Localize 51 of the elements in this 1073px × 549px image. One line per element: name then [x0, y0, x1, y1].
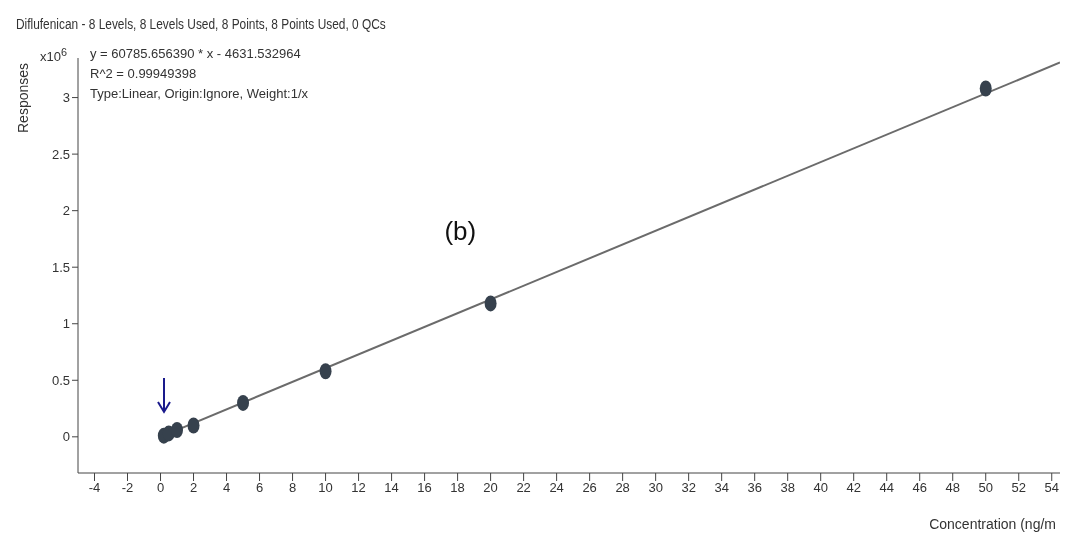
x-tick-label: 28	[615, 480, 630, 496]
y-axis-title: Responses	[14, 62, 31, 133]
x-tick-label: 50	[978, 480, 993, 496]
point	[979, 80, 992, 97]
annotation: y = 60785.656390 * x - 4631.532964	[90, 46, 301, 61]
annotation: (b)	[444, 216, 477, 248]
x-tick-label: 52	[1011, 480, 1026, 496]
x-tick-label: 34	[714, 480, 729, 496]
x-tick-label: 8	[288, 480, 297, 496]
x-tick-label: 30	[648, 480, 663, 496]
point	[319, 363, 332, 380]
x-tick-label: 38	[780, 480, 795, 496]
x-tick-label: -2	[121, 480, 134, 496]
x-tick-label: 42	[846, 480, 861, 496]
x-tick-label: 18	[450, 480, 465, 496]
x-tick-label: 44	[879, 480, 894, 496]
x-tick-label: 14	[384, 480, 399, 496]
y-tick-label: 0	[62, 429, 70, 445]
y-tick-label: 1.5	[51, 259, 70, 275]
x-tick-label: 10	[318, 480, 333, 496]
x-tick-label: 54	[1044, 480, 1059, 496]
chart-title: Diflufenican - 8 Levels, 8 Levels Used, 8 Points, 8 Points Used, 0 QCs	[16, 16, 386, 32]
x-tick-label: 0	[156, 480, 165, 496]
y-tick-label: 0.5	[51, 372, 70, 388]
point	[187, 417, 200, 434]
x-tick-label: 46	[912, 480, 927, 496]
text: x10$^{6}$	[40, 46, 67, 65]
x-tick-label: 20	[483, 480, 498, 496]
x-tick-label: 4	[222, 480, 231, 496]
point	[171, 422, 184, 439]
x-tick-label: -4	[88, 480, 101, 496]
x-tick-label: 32	[681, 480, 696, 496]
y-tick-label: 3	[62, 90, 70, 106]
x-tick-label: 6	[255, 480, 264, 496]
x-tick-label: 12	[351, 480, 366, 496]
annotation: Type:Linear, Origin:Ignore, Weight:1/x	[90, 86, 308, 101]
x-tick-label: 24	[549, 480, 564, 496]
x-tick-label: 48	[945, 480, 960, 496]
x-axis-title: Concentration (ng/m	[929, 516, 1056, 532]
y-tick-label: 2	[62, 203, 70, 219]
x-tick-label: 16	[417, 480, 432, 496]
x-tick-label: 22	[516, 480, 531, 496]
x-tick-label: 2	[189, 480, 198, 496]
point	[484, 295, 497, 312]
annotation: R^2 = 0.99949398	[90, 66, 197, 81]
x-tick-label: 26	[582, 480, 597, 496]
x-tick-label: 36	[747, 480, 762, 496]
y-tick-label: 1	[62, 316, 70, 332]
point	[237, 394, 250, 411]
y-tick-label: 2.5	[51, 146, 70, 162]
x-tick-label: 40	[813, 480, 828, 496]
